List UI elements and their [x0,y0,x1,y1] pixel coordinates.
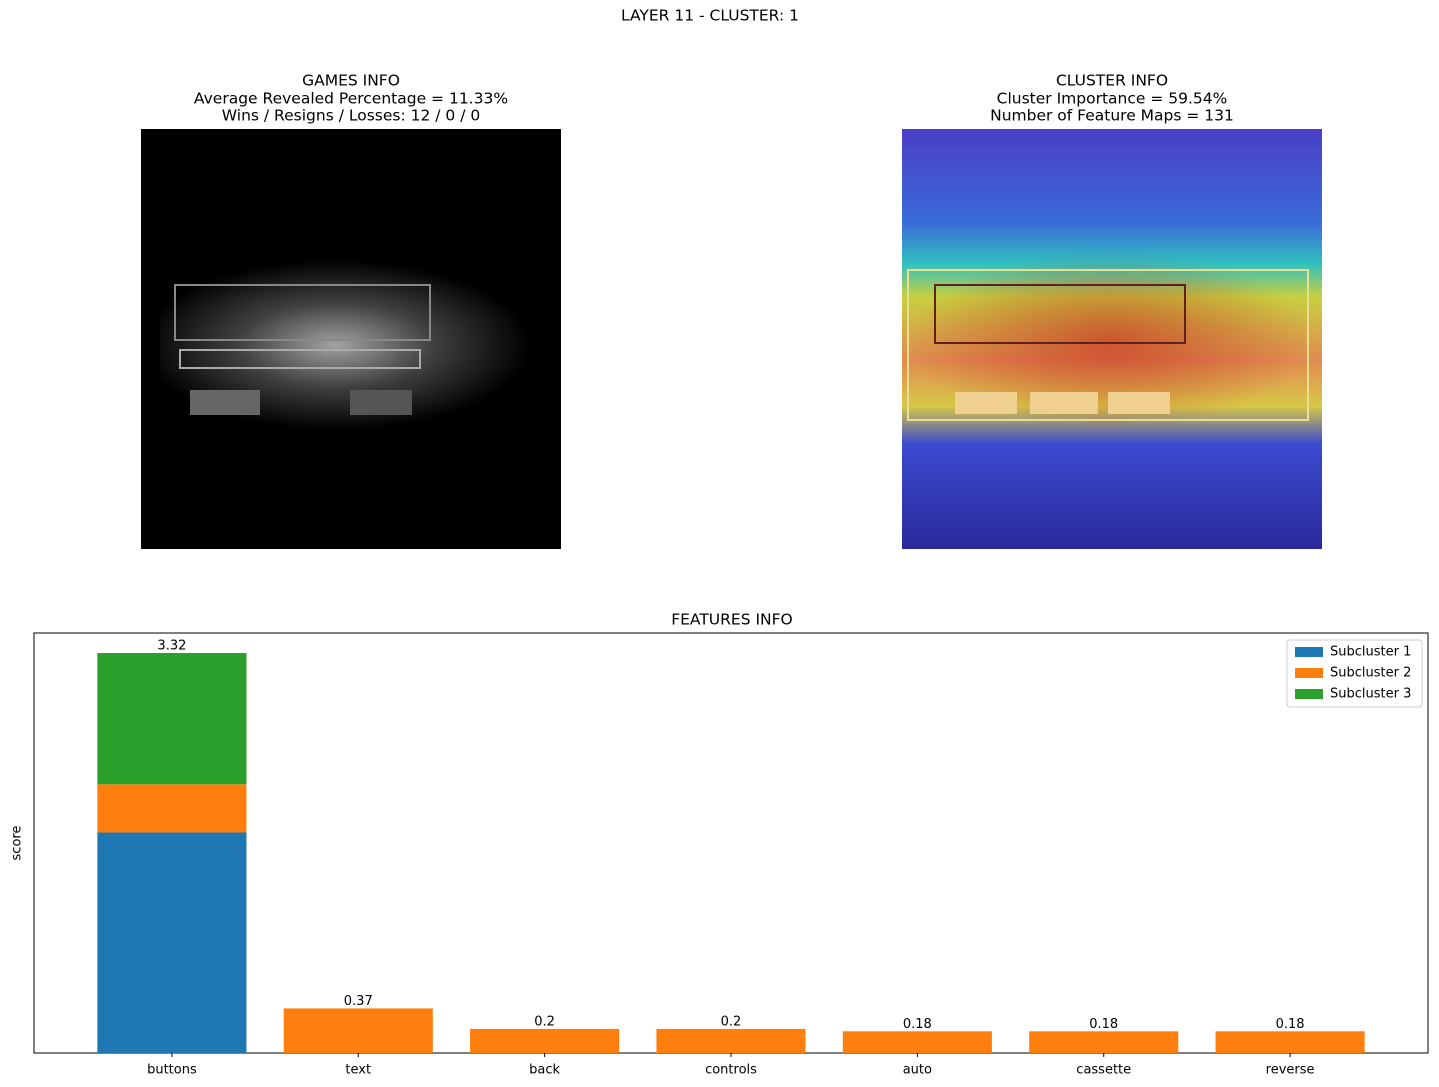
bar-segment [283,1008,433,1053]
panel-title: GAMES INFO [302,72,400,90]
x-tick-label: controls [705,1063,757,1078]
bar-segment [656,1028,806,1053]
bar-segment [1215,1031,1365,1053]
panel-subtitle: Average Revealed Percentage = 11.33% [194,90,508,108]
panel-subtitle: Wins / Resigns / Losses: 12 / 0 / 0 [222,107,480,125]
x-tick-label: cassette [1076,1063,1131,1078]
value-label: 0.2 [534,1014,555,1029]
bar-segment [842,1031,992,1053]
chart-title: FEATURES INFO [671,611,793,629]
bar-segment [1029,1031,1179,1053]
value-label: 0.18 [1276,1017,1305,1032]
x-tick-label: reverse [1266,1063,1315,1078]
value-label: 0.2 [721,1014,742,1029]
legend-label: Subcluster 2 [1330,666,1411,681]
legend-swatch [1295,647,1323,657]
x-tick-label: text [345,1063,371,1078]
panel-subtitle: Number of Feature Maps = 131 [990,107,1234,125]
heatmap-image [902,129,1322,549]
value-label: 3.32 [157,639,186,654]
panel-title: CLUSTER INFO [1056,72,1168,90]
x-tick-label: buttons [147,1063,197,1078]
y-axis-label: score [10,826,25,861]
bar-segment [97,653,247,785]
bar-segment [470,1028,620,1053]
figure-title: LAYER 11 - CLUSTER: 1 [621,7,799,25]
bar-segment [97,784,247,833]
value-label: 0.37 [344,994,373,1009]
legend-label: Subcluster 1 [1330,645,1411,660]
bar-segment [97,832,247,1053]
value-label: 0.18 [1089,1017,1118,1032]
masked-image [141,129,561,549]
value-label: 0.18 [903,1017,932,1032]
legend-swatch [1295,689,1323,699]
legend-swatch [1295,668,1323,678]
x-tick-label: auto [903,1063,932,1078]
legend-label: Subcluster 3 [1330,687,1411,702]
panel-subtitle: Cluster Importance = 59.54% [997,90,1228,108]
x-tick-label: back [529,1063,560,1078]
